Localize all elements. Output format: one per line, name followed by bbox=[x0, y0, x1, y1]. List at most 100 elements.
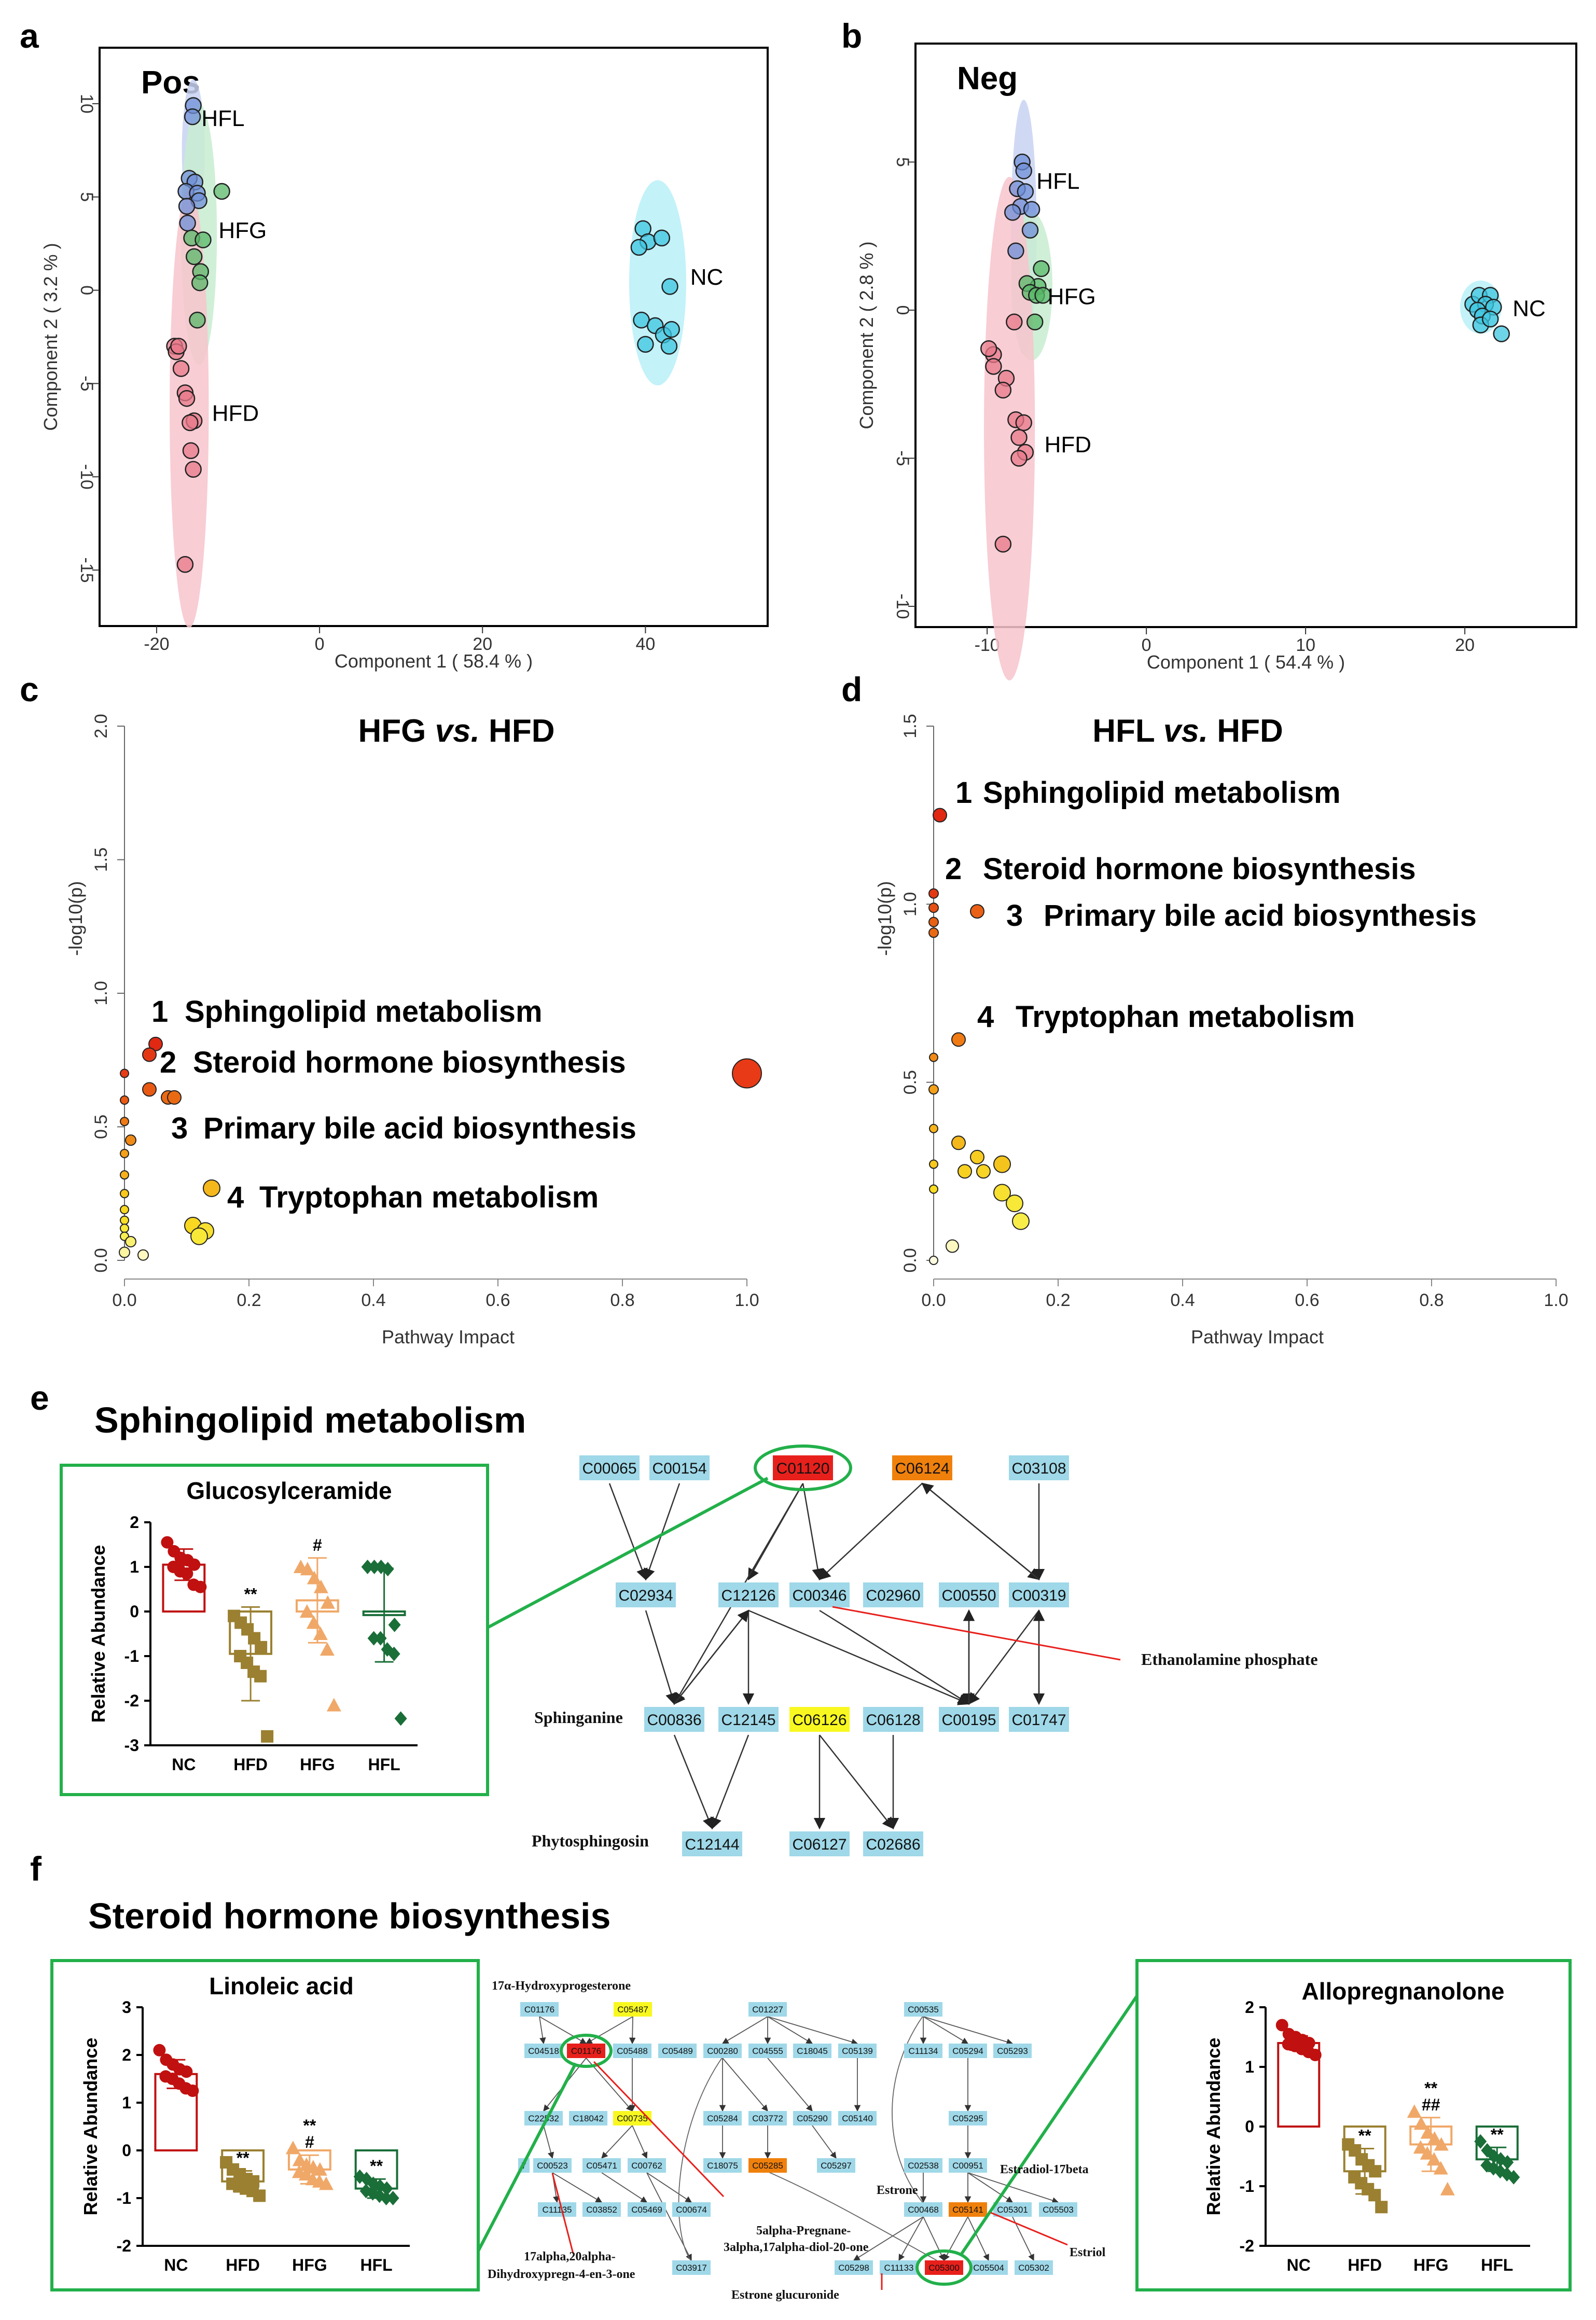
y-axis-label: Relative Abundance bbox=[1203, 2038, 1224, 2216]
y-tick-label: -10 bbox=[77, 464, 96, 490]
y-axis-label: Relative Abundance bbox=[80, 2038, 101, 2216]
node-label: C05471 bbox=[586, 2161, 617, 2171]
node-label: C05290 bbox=[797, 2114, 828, 2123]
label-sphinganine: Sphinganine bbox=[534, 1708, 623, 1727]
pathway-label: Tryptophan metabolism bbox=[1016, 1000, 1355, 1034]
data-point bbox=[313, 1627, 328, 1640]
category-label: HFD bbox=[233, 1755, 268, 1774]
node-c02538 bbox=[904, 2158, 942, 2173]
pathway-bubble bbox=[928, 888, 939, 899]
data-point bbox=[380, 2191, 393, 2205]
data-point bbox=[320, 1642, 335, 1656]
x-axis-label: Component 1 ( 54.4 % ) bbox=[1147, 651, 1345, 673]
node-c05140 bbox=[838, 2111, 877, 2125]
point-hfg bbox=[1026, 313, 1044, 331]
y-tick-label: 0 bbox=[77, 285, 96, 295]
x-tick-label: 1.0 bbox=[1544, 1290, 1568, 1310]
pathway-arrow bbox=[853, 2216, 924, 2261]
pathway-bubble bbox=[120, 1117, 129, 1127]
node-label: C06127 bbox=[792, 1836, 846, 1853]
pathway-steroid: C01176 C05487 C01227 C00535 C04518 C01176 C054… bbox=[477, 1979, 1139, 2302]
point-hfg bbox=[195, 231, 212, 248]
pathway-bubble bbox=[928, 1084, 939, 1095]
pathway-bubble bbox=[929, 1052, 938, 1062]
node-c05471 bbox=[582, 2158, 621, 2173]
node-c01176 bbox=[520, 2002, 559, 2017]
y-tick-label: 1.0 bbox=[900, 892, 920, 916]
node-c01747 bbox=[1009, 1707, 1069, 1732]
plot-frame bbox=[914, 43, 1577, 628]
pathway-arrow bbox=[601, 2172, 648, 2203]
node-label: C05298 bbox=[838, 2263, 869, 2273]
node-label: C05297 bbox=[821, 2161, 852, 2171]
y-tick-label: 1 bbox=[1245, 2058, 1254, 2076]
node-c00951 bbox=[949, 2158, 987, 2173]
pathway-bubble bbox=[951, 1135, 966, 1150]
node-label: C00319 bbox=[1011, 1587, 1066, 1604]
x-axis-label: Pathway Impact bbox=[1191, 1326, 1324, 1347]
group-label-hfl: HFL bbox=[1036, 169, 1079, 194]
group-label-hfl: HFL bbox=[201, 106, 244, 131]
pathway-arrow bbox=[921, 1482, 1039, 1580]
pathway-arrow bbox=[601, 2125, 633, 2159]
label-pointer bbox=[593, 2061, 725, 2198]
pathway-bubble bbox=[946, 1239, 959, 1253]
node-label: C04518 bbox=[528, 2046, 559, 2056]
pathway-arrow bbox=[802, 1483, 824, 1581]
node-label: C01176 bbox=[571, 2046, 601, 2056]
data-point bbox=[1275, 2019, 1288, 2032]
node-label: C00735 bbox=[617, 2114, 648, 2123]
point-hfg bbox=[189, 311, 206, 329]
x-tick-label: 20 bbox=[473, 634, 492, 654]
label-estradiol: Estradiol-17beta bbox=[1000, 2163, 1089, 2176]
x-tick-label: 0.8 bbox=[1419, 1290, 1444, 1310]
node-c12145 bbox=[718, 1707, 779, 1732]
pathway-arrow bbox=[818, 1483, 923, 1580]
pathway-bubble bbox=[203, 1179, 220, 1197]
node-label: C00762 bbox=[631, 2161, 662, 2171]
panel-letter-b: b bbox=[841, 17, 862, 55]
pathway-curve bbox=[678, 2057, 723, 2262]
data-point bbox=[374, 1631, 387, 1646]
node-label: C11133 bbox=[884, 2263, 913, 2273]
pathway-bubble bbox=[970, 904, 984, 919]
pathway-bubble bbox=[125, 1134, 136, 1146]
pathway-bubble bbox=[933, 808, 947, 823]
section-title-steroid: Steroid hormone biosynthesis bbox=[88, 1896, 610, 1936]
data-point bbox=[388, 1617, 401, 1632]
point-hfd bbox=[1010, 450, 1028, 467]
node-label: C00550 bbox=[941, 1587, 996, 1604]
pathway-label: Tryptophan metabolism bbox=[259, 1180, 599, 1214]
significance-mark: ** bbox=[1491, 2125, 1504, 2144]
highlight-linoleic bbox=[560, 2034, 613, 2068]
group-label-nc: NC bbox=[1512, 296, 1546, 321]
point-hfd bbox=[176, 556, 194, 573]
point-hfd bbox=[170, 338, 187, 355]
pathway-number: 2 bbox=[945, 852, 962, 886]
node-label: C05141 bbox=[952, 2205, 983, 2215]
point-hfg bbox=[213, 183, 230, 200]
node-label: C05489 bbox=[662, 2046, 693, 2056]
node-c00735 bbox=[613, 2111, 651, 2125]
y-tick-label: 5 bbox=[77, 192, 96, 202]
scatter-plot-pos: -20 0 20 40 10 5 0 -5 -10 -15 Component 1 ( 58.4 %… bbox=[40, 47, 769, 672]
data-point bbox=[1426, 2152, 1441, 2166]
node-label: C05300 bbox=[928, 2263, 960, 2273]
node-c12144 bbox=[682, 1831, 742, 1856]
point-nc bbox=[663, 321, 680, 338]
plot-title: Neg bbox=[957, 61, 1018, 96]
pathway-bubble bbox=[929, 1159, 938, 1169]
node-c11135 bbox=[538, 2202, 576, 2217]
pathway-arrow bbox=[812, 2125, 837, 2159]
pathway-label: Sphingolipid metabolism bbox=[185, 995, 543, 1029]
frame-allopregnanolone bbox=[1135, 1959, 1572, 2291]
node-label: C05294 bbox=[952, 2046, 983, 2056]
pathway-bubble bbox=[120, 1215, 129, 1225]
node-c00674 bbox=[672, 2202, 711, 2217]
category-label: NC bbox=[172, 1755, 196, 1774]
point-hfl bbox=[179, 214, 196, 232]
pathway-label: Sphingolipid metabolism bbox=[983, 776, 1341, 810]
y-tick-label: 0 bbox=[122, 2141, 131, 2160]
node-label: C05285 bbox=[752, 2161, 783, 2171]
